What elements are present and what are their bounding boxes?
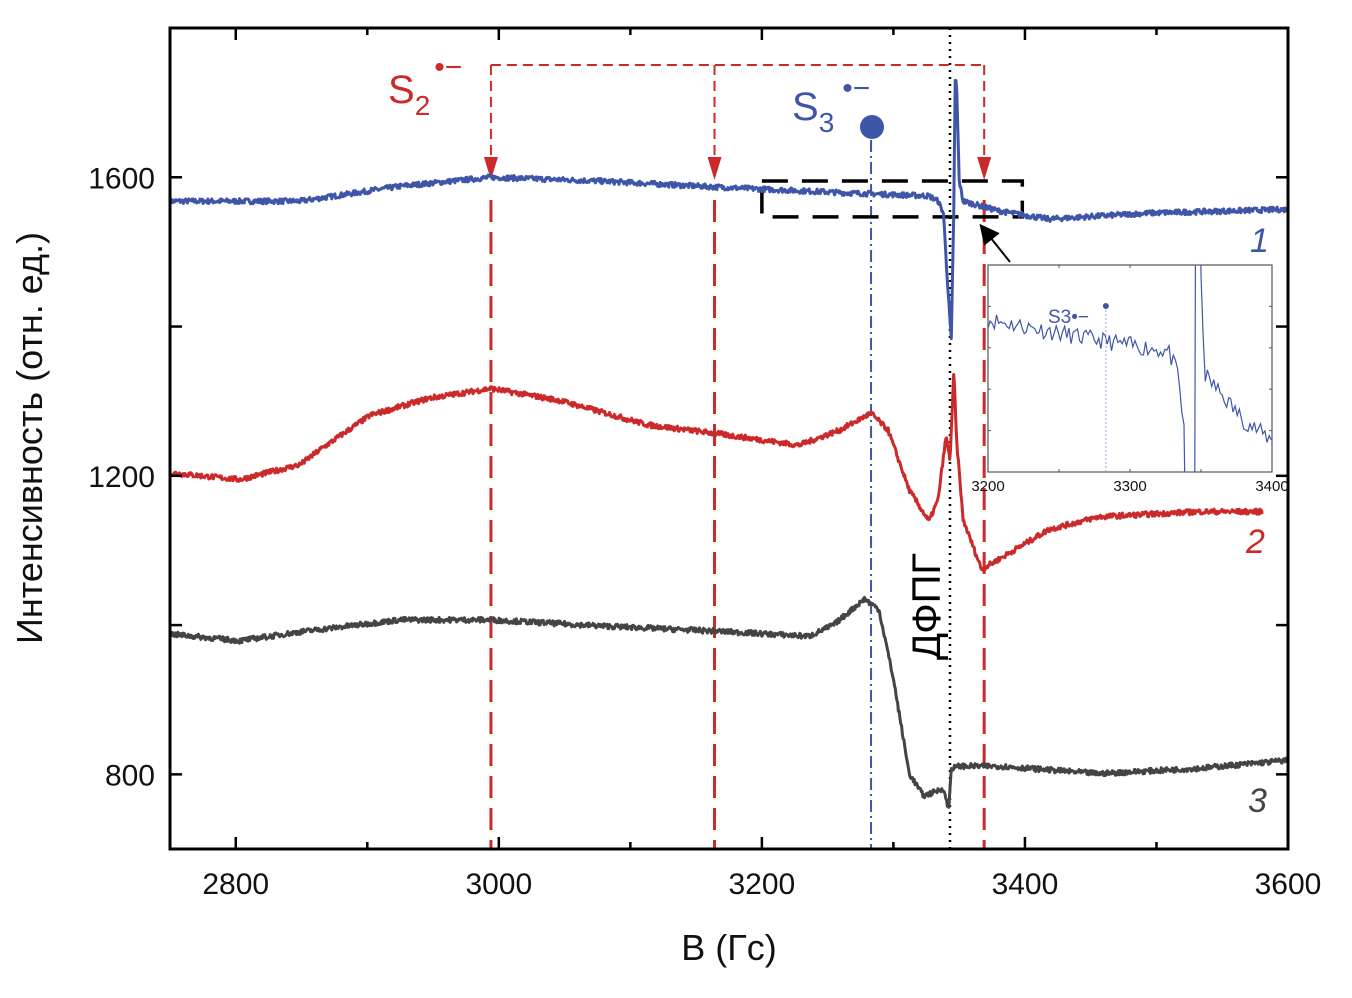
y-tick-label: 1200 bbox=[88, 461, 155, 494]
y-axis-label: Интенсивность (отн. ед.) bbox=[9, 232, 50, 644]
s2-arrowhead-2 bbox=[977, 157, 992, 180]
zoom-arrow bbox=[979, 223, 1011, 263]
series-3-line bbox=[170, 595, 1288, 809]
inset-plot: 3200 3300 3400 S3•− bbox=[971, 264, 1289, 495]
axis-ticks: 2800 3000 3200 3400 3600 800 1200 1600 bbox=[88, 26, 1322, 901]
x-tick-label: 3200 bbox=[729, 868, 796, 901]
inset-x-tick-label: 3200 bbox=[971, 478, 1004, 495]
s2-arrowhead-1 bbox=[707, 157, 722, 180]
x-tick-label: 2800 bbox=[202, 868, 269, 901]
annotations: B (Гс) Интенсивность (отн. ед.) S2•− S3•… bbox=[9, 51, 1269, 968]
zoom-region-box bbox=[760, 179, 1025, 219]
x-tick-label: 3600 bbox=[1255, 868, 1322, 901]
plot-frame bbox=[168, 26, 1290, 851]
series-2-line bbox=[170, 373, 1264, 572]
s3-label-main: S bbox=[792, 85, 819, 129]
inset-x-tick-label: 3300 bbox=[1113, 478, 1146, 495]
inset-plot-area bbox=[988, 265, 1272, 472]
x-tick-label: 3000 bbox=[465, 868, 532, 901]
inset-frame bbox=[987, 264, 1273, 473]
curve-label-1: 1 bbox=[1250, 222, 1269, 260]
series-1-line bbox=[170, 78, 1288, 341]
s2-label-sub: 2 bbox=[415, 90, 431, 121]
series-group bbox=[170, 78, 1288, 809]
s2-label-main: S bbox=[388, 68, 415, 112]
x-axis-label: B (Гс) bbox=[681, 927, 776, 968]
s3-label-sub: 3 bbox=[819, 107, 835, 138]
inset-s3-label: S3•− bbox=[1048, 307, 1089, 328]
s2-label: S2•− bbox=[388, 51, 462, 121]
s2-label-sup: •− bbox=[434, 51, 462, 84]
overlays bbox=[483, 28, 1025, 849]
s3-radical-dot bbox=[860, 115, 884, 139]
inset-s3-dot bbox=[1102, 303, 1109, 309]
s3-label-sup: •− bbox=[842, 72, 870, 105]
s3-label: S3•− bbox=[792, 72, 870, 138]
y-tick-label: 1600 bbox=[88, 162, 155, 195]
s2-arrowhead-0 bbox=[483, 157, 498, 180]
inset-series-1-line bbox=[988, 265, 1272, 472]
curve-label-2: 2 bbox=[1245, 523, 1265, 561]
curve-label-3: 3 bbox=[1248, 782, 1267, 820]
dpph-label: ДФПГ bbox=[905, 553, 949, 660]
y-tick-label: 800 bbox=[105, 759, 155, 792]
inset-x-tick-label: 3400 bbox=[1255, 478, 1288, 495]
x-tick-label: 3400 bbox=[992, 868, 1059, 901]
